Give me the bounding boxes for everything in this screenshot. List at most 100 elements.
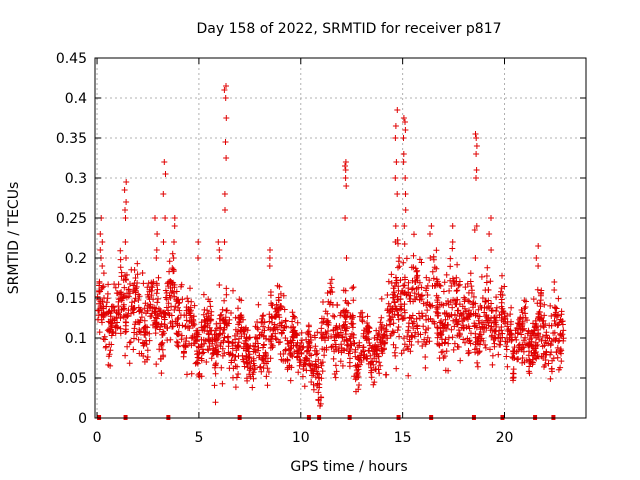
data-point: [205, 336, 212, 343]
data-point: [368, 367, 375, 374]
data-point: [209, 334, 216, 341]
data-point: [305, 323, 312, 330]
data-point: [465, 316, 471, 323]
data-point: [158, 370, 165, 377]
data-point: [416, 310, 422, 317]
data-point: [383, 371, 390, 378]
data-point: [186, 325, 193, 332]
data-point: [364, 355, 371, 362]
data-point: [231, 357, 238, 364]
data-point: [228, 310, 234, 316]
data-point: [433, 247, 440, 254]
data-point: [491, 328, 498, 335]
data-point: [250, 375, 257, 382]
data-point: [496, 341, 503, 348]
data-point: [425, 316, 432, 323]
data-point: [258, 368, 265, 375]
data-point: [533, 334, 540, 341]
data-point: [425, 325, 432, 332]
data-point: [359, 317, 365, 324]
data-point: [216, 331, 223, 338]
data-point: [411, 318, 417, 325]
data-point: [394, 191, 401, 197]
data-point: [475, 317, 482, 324]
data-point: [386, 309, 393, 316]
data-point: [155, 274, 162, 281]
data-point: [435, 341, 442, 348]
data-point: [165, 279, 172, 286]
data-point: [509, 354, 516, 360]
data-point: [193, 359, 200, 366]
data-point: [482, 298, 489, 305]
data-point: [402, 207, 409, 213]
data-point: [273, 336, 280, 343]
data-point: [456, 281, 463, 288]
data-point: [169, 323, 176, 330]
data-point: [394, 107, 401, 113]
data-point: [344, 299, 350, 306]
data-point: [215, 332, 222, 339]
data-point: [308, 379, 315, 385]
data-point: [551, 317, 558, 324]
data-point: [107, 310, 114, 317]
data-point: [198, 324, 205, 331]
data-point: [299, 373, 306, 380]
data-point: [298, 329, 305, 336]
data-point: [294, 353, 301, 360]
data-point: [360, 330, 367, 337]
data-point: [447, 255, 454, 262]
data-point: [163, 296, 170, 303]
data-point: [308, 352, 315, 359]
x-tick-label: 15: [394, 430, 412, 446]
data-point: [219, 352, 226, 359]
data-point: [400, 135, 407, 141]
data-point: [124, 343, 131, 350]
data-point: [411, 231, 417, 238]
data-point: [217, 343, 224, 350]
data-point: [474, 359, 481, 366]
data-point: [506, 331, 513, 338]
data-point: [391, 283, 398, 290]
data-point: [222, 95, 229, 101]
data-point: [342, 287, 349, 294]
data-point: [468, 283, 475, 290]
data-point: [405, 346, 411, 353]
data-point: [225, 339, 232, 346]
data-point: [212, 399, 219, 406]
data-point: [306, 351, 313, 357]
data-point: [198, 341, 205, 348]
data-point: [190, 313, 197, 320]
data-point: [122, 276, 129, 282]
x-axis-label: GPS time / hours: [290, 459, 407, 475]
data-point: [221, 334, 228, 341]
data-point: [550, 355, 557, 362]
data-point: [348, 320, 355, 327]
data-point: [295, 369, 302, 376]
data-point: [249, 384, 256, 391]
data-point: [356, 339, 363, 346]
data-point: [503, 353, 510, 360]
data-point: [265, 369, 272, 375]
data-point: [470, 299, 476, 306]
data-point: [461, 325, 467, 332]
data-point: [426, 338, 433, 345]
data-point: [235, 371, 242, 377]
data-point: [532, 317, 539, 324]
data-point: [342, 318, 349, 325]
data-point: [140, 280, 147, 287]
data-point: [148, 279, 155, 286]
data-point: [120, 292, 127, 299]
data-point: [207, 303, 214, 310]
data-point: [400, 282, 407, 289]
data-point: [231, 332, 238, 339]
data-point: [401, 223, 408, 229]
data-point: [187, 304, 194, 311]
data-point: [128, 310, 134, 317]
data-point: [473, 167, 480, 173]
data-point: [555, 321, 562, 328]
data-point: [476, 349, 483, 356]
data-point: [125, 286, 132, 293]
data-point: [450, 317, 457, 324]
data-point: [356, 382, 362, 388]
data-point: [208, 308, 215, 315]
